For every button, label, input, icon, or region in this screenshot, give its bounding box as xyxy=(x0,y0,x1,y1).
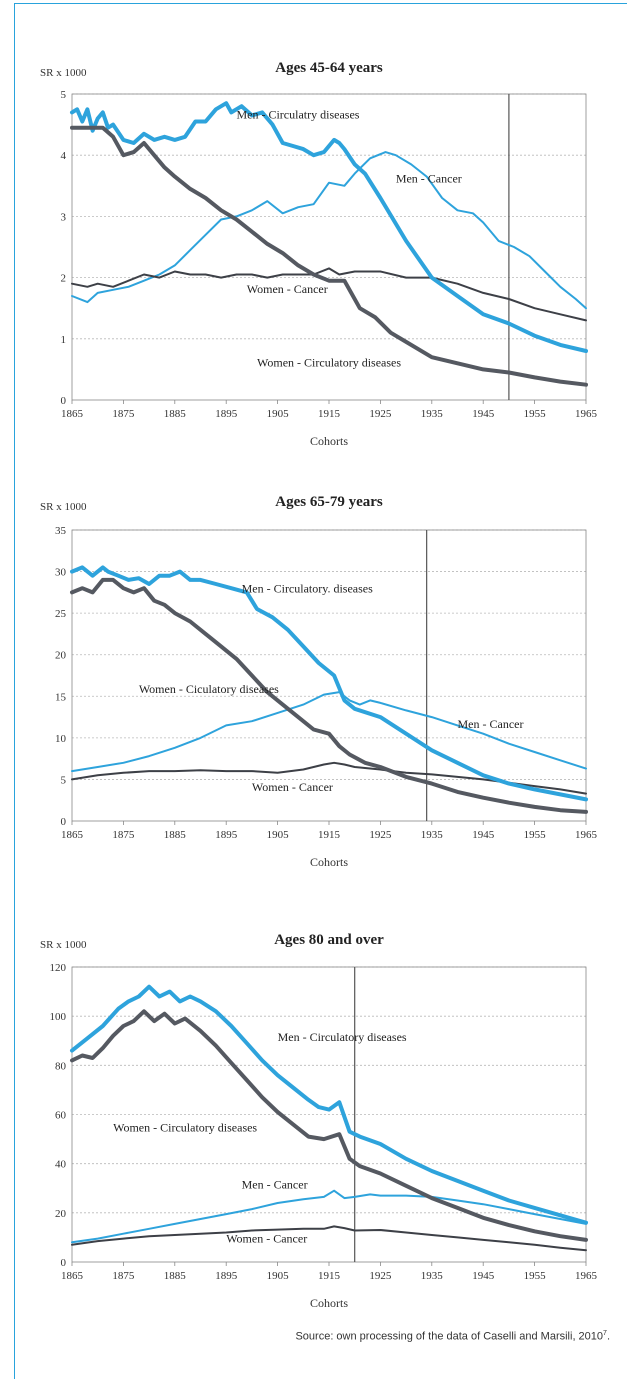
series-line-men-cancer xyxy=(71,151,587,310)
x-tick-label: 1955 xyxy=(524,408,547,420)
series-line-men-circulatry-diseases xyxy=(70,101,588,353)
series-label-men-circulatory-diseases: Men - Circulatory. diseases xyxy=(242,581,374,595)
chart-title: Ages 45-64 years xyxy=(275,60,383,76)
x-tick-label: 1915 xyxy=(318,1270,341,1282)
chart-title: Ages 65-79 years xyxy=(275,494,383,510)
x-axis-label: Cohorts xyxy=(310,855,348,869)
y-axis-label: SR x 1000 xyxy=(40,67,87,79)
x-tick-label: 1875 xyxy=(112,829,134,841)
x-tick-label: 1955 xyxy=(524,829,547,841)
chart-ages-65-79: Ages 65-79 years SR x 1000 0 5 10 15 20 25 30 35 1… xyxy=(40,494,598,869)
x-tick-label: 1865 xyxy=(61,1270,84,1282)
x-tick-label: 1965 xyxy=(575,408,598,420)
y-axis-label: SR x 1000 xyxy=(40,939,87,951)
y-tick-label: 20 xyxy=(55,1208,67,1220)
y-tick-label: 0 xyxy=(61,816,67,828)
y-tick-label: 15 xyxy=(55,691,67,703)
x-tick-label: 1935 xyxy=(421,829,444,841)
x-tick-label: 1885 xyxy=(164,1270,187,1282)
series-line-men-cancer xyxy=(71,691,587,773)
y-tick-label: 0 xyxy=(61,1257,67,1269)
y-tick-label: 35 xyxy=(55,525,67,537)
series-label-men-cancer: Men - Cancer xyxy=(396,172,462,186)
series-label-men-circulatory-diseases: Men - Circulatory diseases xyxy=(278,1030,407,1044)
y-tick-label: 120 xyxy=(50,962,67,974)
series-line-women-circulatory-diseases xyxy=(70,1009,588,1242)
series-label-men-circulatry-diseases: Men - Circulatry diseases xyxy=(236,107,359,121)
x-tick-label: 1965 xyxy=(575,829,598,841)
x-tick-label: 1865 xyxy=(61,829,84,841)
series-label-men-cancer: Men - Cancer xyxy=(458,717,524,731)
series-line-men-circulatory-diseases xyxy=(70,565,588,802)
series-line-women-ciculatory-diseases xyxy=(70,577,588,814)
y-tick-label: 2 xyxy=(61,273,67,285)
x-tick-label: 1875 xyxy=(112,408,134,420)
y-tick-label: 0 xyxy=(61,395,67,407)
x-tick-label: 1875 xyxy=(112,1270,134,1282)
source-text: Source: own processing of the data of Ca… xyxy=(295,1330,604,1343)
x-tick-label: 1905 xyxy=(267,408,290,420)
series-label-women-cancer: Women - Cancer xyxy=(247,282,328,296)
x-tick-label: 1965 xyxy=(575,1270,598,1282)
chart-ages-45-64: Ages 45-64 years SR x 1000 0 1 2 3 4 5 1865 1875 1… xyxy=(40,60,598,448)
x-tick-label: 1905 xyxy=(267,829,290,841)
x-tick-label: 1905 xyxy=(267,1270,290,1282)
y-tick-label: 10 xyxy=(55,733,67,745)
y-tick-label: 5 xyxy=(61,774,67,786)
x-axis-label: Cohorts xyxy=(310,434,348,448)
x-tick-label: 1925 xyxy=(369,1270,392,1282)
x-tick-label: 1885 xyxy=(164,408,187,420)
chart-panel-ages-80-over: Ages 80 and over SR x 1000 0 20 40 60 80 100 120… xyxy=(38,926,610,1322)
plot-border xyxy=(71,529,587,822)
series-line-men-cancer xyxy=(71,1189,587,1244)
y-tick-label: 30 xyxy=(55,567,67,579)
series-line-women-cancer xyxy=(71,267,587,322)
series-line-women-circulatory-diseases xyxy=(70,125,588,387)
x-tick-label: 1915 xyxy=(318,408,341,420)
x-tick-label: 1895 xyxy=(215,408,238,420)
series-line-men-circulatory-diseases xyxy=(70,984,588,1225)
x-tick-label: 1945 xyxy=(472,408,495,420)
chart-panel-ages-45-64: Ages 45-64 years SR x 1000 0 1 2 3 4 5 1865 1875 1… xyxy=(38,54,610,460)
y-tick-label: 5 xyxy=(61,89,67,101)
x-tick-label: 1885 xyxy=(164,829,187,841)
chart-ages-80-over: Ages 80 and over SR x 1000 0 20 40 60 80 100 120… xyxy=(40,932,598,1310)
series-line-women-cancer xyxy=(71,1225,587,1252)
chart-title: Ages 80 and over xyxy=(274,932,384,948)
y-tick-label: 100 xyxy=(50,1011,67,1023)
frame-top-rule xyxy=(14,3,627,4)
x-tick-label: 1865 xyxy=(61,408,84,420)
series-label-men-cancer: Men - Cancer xyxy=(242,1177,308,1191)
x-tick-label: 1935 xyxy=(421,408,444,420)
x-tick-label: 1945 xyxy=(472,1270,495,1282)
y-tick-label: 20 xyxy=(55,650,67,662)
series-label-women-ciculatory-diseases: Women - Ciculatory diseases xyxy=(139,682,279,696)
series-label-women-cancer: Women - Cancer xyxy=(226,1231,307,1245)
y-tick-label: 80 xyxy=(55,1060,67,1072)
x-tick-label: 1915 xyxy=(318,829,341,841)
y-tick-label: 1 xyxy=(61,334,67,346)
series-line-women-cancer xyxy=(71,761,587,795)
source-note: Source: own processing of the data of Ca… xyxy=(295,1330,610,1343)
x-tick-label: 1935 xyxy=(421,1270,444,1282)
x-tick-label: 1895 xyxy=(215,1270,238,1282)
chart-panel-ages-65-79: Ages 65-79 years SR x 1000 0 5 10 15 20 25 30 35 1… xyxy=(38,488,610,894)
x-tick-label: 1955 xyxy=(524,1270,547,1282)
frame-left-rule xyxy=(14,3,15,1379)
y-tick-label: 40 xyxy=(55,1159,67,1171)
y-tick-label: 60 xyxy=(55,1110,67,1122)
source-superscript: 7 xyxy=(603,1330,607,1337)
series-label-women-circulatory-diseases: Women - Circulatory diseases xyxy=(113,1121,257,1135)
x-tick-label: 1895 xyxy=(215,829,238,841)
x-tick-label: 1925 xyxy=(369,829,392,841)
y-tick-label: 4 xyxy=(61,150,67,162)
x-tick-label: 1925 xyxy=(369,408,392,420)
y-tick-label: 3 xyxy=(61,211,67,223)
y-axis-label: SR x 1000 xyxy=(40,501,87,513)
x-axis-label: Cohorts xyxy=(310,1296,348,1310)
series-label-women-cancer: Women - Cancer xyxy=(252,780,333,794)
y-tick-label: 25 xyxy=(55,608,67,620)
x-tick-label: 1945 xyxy=(472,829,495,841)
series-label-women-circulatory-diseases: Women - Circulatory diseases xyxy=(257,355,401,369)
